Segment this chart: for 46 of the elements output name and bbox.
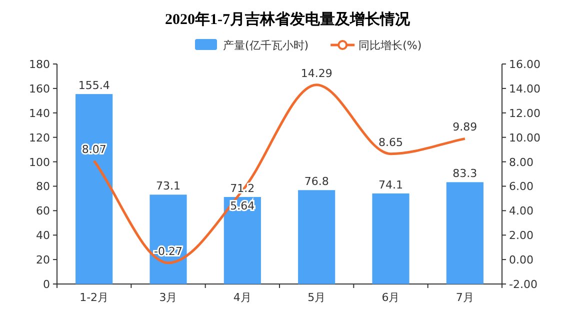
data-label: 74.1 (378, 178, 403, 192)
legend-label: 产量(亿千瓦小时) (223, 39, 309, 52)
x-tick-label: 6月 (382, 291, 400, 304)
y-tick-label: 40 (36, 229, 50, 242)
data-label: 9.89 (452, 120, 478, 134)
y2-tick-label: 16.00 (509, 58, 540, 71)
data-label: 14.29 (300, 66, 332, 80)
bar (150, 194, 187, 284)
data-label: 8.07 (82, 142, 106, 156)
data-label: 5.64 (230, 200, 255, 213)
x-tick-label: 4月 (233, 291, 252, 304)
y2-tick-label: 10.00 (509, 131, 540, 144)
y-tick-label: 0 (43, 278, 50, 291)
x-tick-label: 1-2月 (80, 291, 109, 304)
y2-tick-label: 6.00 (509, 180, 534, 194)
y-tick-label: 60 (36, 204, 50, 218)
x-tick-label: 3月 (159, 291, 178, 304)
data-label: 76.8 (304, 175, 329, 188)
bar (224, 196, 261, 284)
y-tick-label: 120 (29, 131, 50, 144)
y2-tick-label: 12.00 (509, 106, 540, 120)
x-tick-label: 7月 (456, 291, 474, 304)
y-tick-label: 160 (29, 82, 50, 96)
y2-tick-label: 8.00 (509, 156, 534, 169)
legend-label: 同比增长(%) (358, 39, 422, 52)
x-tick-label: 5月 (308, 291, 326, 304)
y-tick-label: 140 (29, 106, 50, 120)
chart-title: 2020年1-7月吉林省发电量及增长情况 (165, 11, 411, 28)
bar (76, 94, 113, 284)
data-label: -0.27 (154, 244, 182, 258)
y-tick-label: 100 (29, 156, 50, 169)
y2-tick-label: 2.00 (509, 229, 534, 242)
y2-tick-label: -2.00 (509, 278, 538, 291)
bar (446, 182, 484, 284)
data-label: 8.65 (378, 136, 403, 149)
y2-tick-label: 4.00 (509, 204, 534, 218)
y-tick-label: 80 (36, 180, 50, 194)
y-tick-label: 180 (29, 58, 50, 71)
bar (298, 190, 336, 284)
data-label: 155.4 (78, 79, 110, 92)
y2-tick-label: 14.00 (509, 82, 540, 96)
data-label: 73.1 (156, 180, 180, 193)
y-tick-label: 20 (36, 254, 50, 267)
y2-tick-label: 0.00 (509, 254, 534, 267)
data-label: 83.3 (452, 167, 478, 180)
bar (372, 193, 410, 284)
